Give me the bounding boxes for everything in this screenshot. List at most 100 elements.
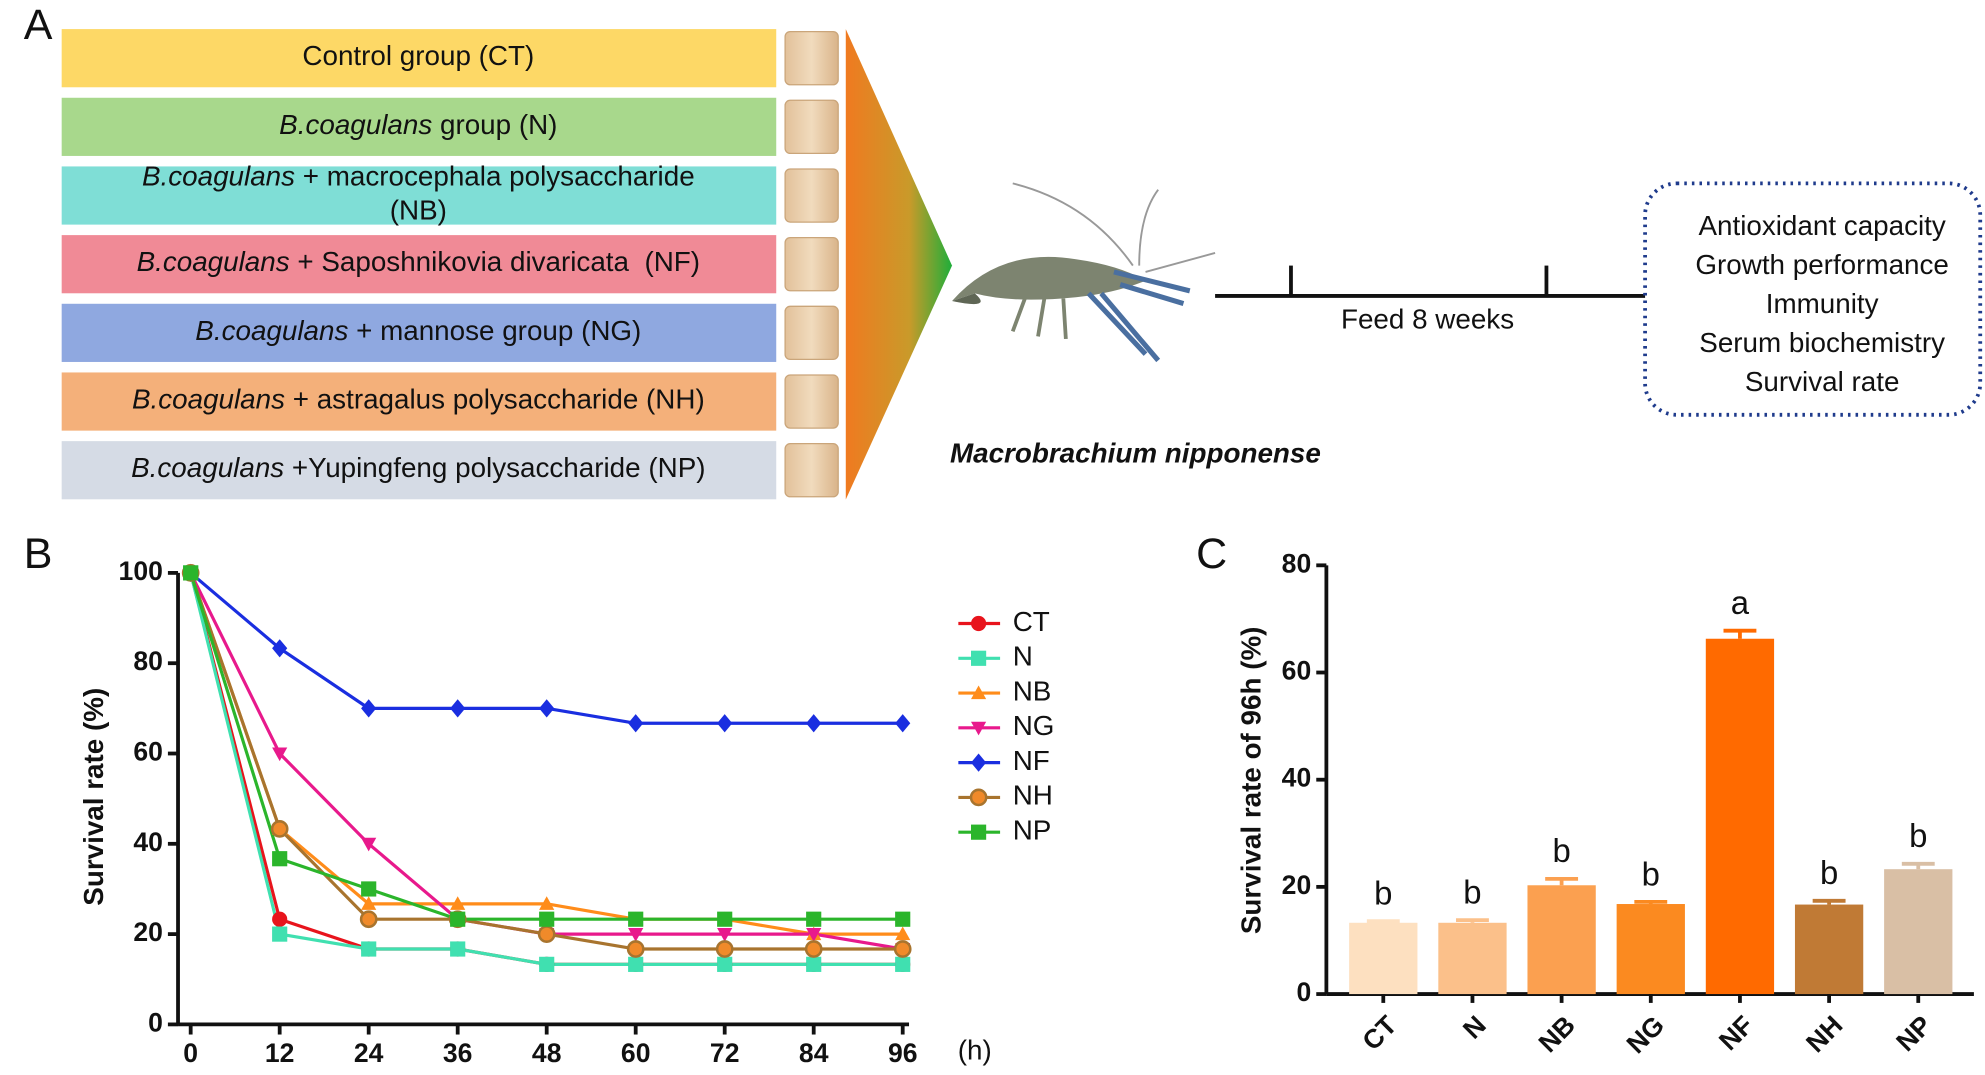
marker <box>806 714 822 733</box>
outcome: Growth performance <box>1695 249 1949 280</box>
x-tick-label: 84 <box>799 1038 829 1068</box>
group-box <box>61 166 777 225</box>
marker <box>361 896 377 910</box>
group-label: Control group (CT) <box>302 41 534 72</box>
x-tick-label: NB <box>1533 1010 1581 1058</box>
timeline-label: Feed 8 weeks <box>1341 304 1514 335</box>
outcome: Immunity <box>1766 288 1879 319</box>
outcome: Serum biochemistry <box>1699 327 1945 358</box>
marker <box>717 928 733 942</box>
shrimp <box>952 182 1216 363</box>
group-label: B.coagulans +Yupingfeng polysaccharide (… <box>131 453 705 484</box>
panel-label: C <box>1196 530 1227 578</box>
y-axis-label: Survival rate of 96h (%) <box>1235 627 1266 935</box>
group-box <box>61 29 777 88</box>
y-tick-label: 0 <box>148 1007 163 1037</box>
marker <box>539 699 555 718</box>
group-label: B.coagulans + astragalus polysaccharide … <box>132 384 705 415</box>
group-box <box>61 441 777 500</box>
marker <box>450 699 466 718</box>
feed-bag <box>784 99 839 155</box>
marker <box>628 956 644 972</box>
marker <box>628 714 644 733</box>
marker <box>717 956 733 972</box>
group-label-italic: B.coagulans <box>195 315 348 346</box>
marker <box>272 851 288 867</box>
marker <box>971 650 987 666</box>
marker <box>272 747 288 762</box>
marker <box>272 926 288 942</box>
series-line <box>189 572 903 936</box>
series-line <box>189 572 903 951</box>
marker <box>450 911 466 927</box>
group-box <box>61 235 777 294</box>
marker <box>361 699 377 718</box>
group-label-italic: B.coagulans <box>131 453 284 484</box>
group-label-text: (NB) <box>390 195 447 226</box>
feed-bag <box>784 30 839 86</box>
x-tick-label: NH <box>1800 1010 1848 1058</box>
bar <box>1884 869 1953 995</box>
marker <box>971 753 987 772</box>
group-box <box>61 372 777 431</box>
group-label-italic: B.coagulans <box>142 161 295 192</box>
y-tick-label: 80 <box>133 646 163 676</box>
marker <box>806 928 822 942</box>
bar <box>1438 922 1507 995</box>
feed-bag <box>784 305 839 361</box>
y-tick-label: 20 <box>1282 870 1312 900</box>
marker <box>270 820 289 838</box>
group-label-text: + astragalus polysaccharide (NH) <box>285 384 705 415</box>
significance-label: b <box>1374 875 1392 912</box>
y-tick-label: 40 <box>1282 763 1312 793</box>
group-box <box>61 97 777 156</box>
significance-label: b <box>1909 817 1927 854</box>
legend-label: NP <box>1013 815 1052 846</box>
group-label-text: + Saposhnikovia divaricata (NF) <box>290 247 700 278</box>
legend-label: CT <box>1013 606 1050 637</box>
group-label-text: +Yupingfeng polysaccharide (NP) <box>284 453 705 484</box>
y-tick-label: 20 <box>133 917 163 947</box>
species: Macrobrachium nipponense <box>950 438 1321 469</box>
x-tick-label: NF <box>1713 1010 1759 1056</box>
x-tick-label: 12 <box>265 1038 295 1068</box>
group-label-text: + mannose group (NG) <box>348 315 641 346</box>
arrow <box>845 29 953 500</box>
marker <box>359 910 378 929</box>
marker <box>539 896 555 910</box>
x-tick-label: 48 <box>532 1038 562 1068</box>
marker <box>969 788 988 807</box>
marker <box>628 911 644 927</box>
marker <box>272 911 288 927</box>
x-tick-label: 96 <box>888 1038 918 1068</box>
legend-label: N <box>1013 641 1033 672</box>
panel-label: B <box>24 530 53 578</box>
y-tick-label: 60 <box>133 737 163 767</box>
marker <box>539 911 555 927</box>
marker <box>971 615 987 632</box>
outcome: Antioxidant capacity <box>1698 210 1945 241</box>
significance-label: b <box>1642 855 1660 892</box>
x-tick-label: 72 <box>710 1038 740 1068</box>
marker <box>361 837 377 852</box>
x-tick-label: N <box>1457 1010 1492 1045</box>
significance-label: b <box>1820 854 1838 891</box>
marker <box>893 940 912 958</box>
marker <box>715 940 734 958</box>
marker <box>806 911 822 927</box>
y-tick-label: 40 <box>133 827 163 857</box>
marker <box>971 685 987 700</box>
y-tick-label: 80 <box>1282 548 1312 578</box>
y-tick-label: 0 <box>1296 977 1311 1007</box>
y-axis-label: Survival rate (%) <box>78 688 109 906</box>
legend-label: NB <box>1013 675 1052 706</box>
bar <box>1705 638 1775 995</box>
panel-label: A <box>24 1 53 49</box>
marker <box>806 956 822 972</box>
x-tick-label: CT <box>1356 1010 1402 1056</box>
x-tick-label: 0 <box>183 1038 198 1068</box>
group-label-italic: B.coagulans <box>279 109 432 140</box>
marker <box>450 896 466 910</box>
group-label: B.coagulans group (N) <box>279 109 557 140</box>
